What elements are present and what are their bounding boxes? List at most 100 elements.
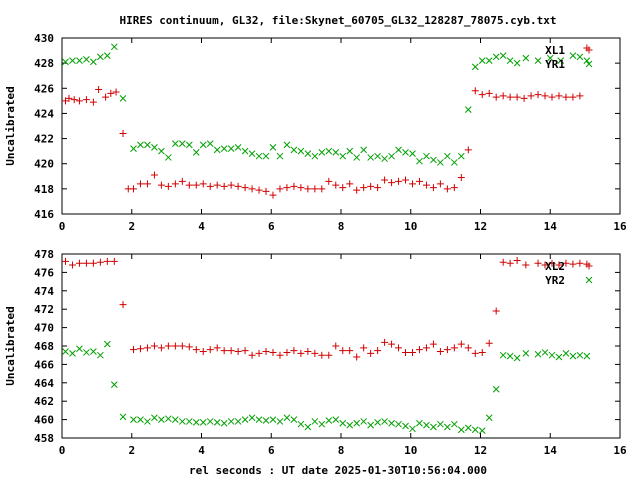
data-point-yr1 <box>381 155 388 163</box>
y-tick-label: 468 <box>34 340 54 353</box>
data-point-yr2 <box>360 418 368 425</box>
data-point-yr1 <box>151 144 158 151</box>
data-point-xl1 <box>534 91 542 99</box>
x-tick-label: 12 <box>474 220 487 233</box>
data-point-yr1 <box>430 156 437 164</box>
data-point-xl1 <box>227 181 235 189</box>
data-point-yr2 <box>119 413 127 421</box>
data-point-xl1 <box>65 94 73 102</box>
data-point-xl2 <box>471 349 479 357</box>
data-point-xl2 <box>499 258 507 266</box>
data-point-yr2 <box>297 420 305 428</box>
data-point-xl2 <box>436 348 444 356</box>
data-point-xl2 <box>143 344 151 352</box>
data-point-yr1 <box>234 144 242 151</box>
legend-label-yr1: YR1 <box>545 58 565 71</box>
data-point-xl2 <box>234 348 242 356</box>
data-point-yr1 <box>506 57 514 64</box>
data-point-xl1 <box>402 176 410 184</box>
data-point-yr1 <box>69 57 76 64</box>
data-point-xl2 <box>297 349 305 357</box>
data-point-xl1 <box>75 97 83 105</box>
data-point-xl1 <box>178 177 186 185</box>
x-tick-label: 16 <box>613 444 627 457</box>
data-point-xl2 <box>82 259 90 267</box>
data-point-xl1 <box>185 181 193 189</box>
data-point-xl2 <box>548 259 556 267</box>
data-point-xl1 <box>143 180 151 188</box>
data-point-xl1 <box>150 171 158 179</box>
data-point-xl1 <box>436 180 444 188</box>
y-tick-label: 466 <box>34 358 54 371</box>
data-point-yr1 <box>206 140 214 147</box>
data-point-xl2 <box>513 256 521 264</box>
data-point-yr1 <box>353 154 361 161</box>
data-point-yr2 <box>464 424 472 432</box>
data-point-yr2 <box>199 419 207 426</box>
data-point-xl1 <box>548 93 556 101</box>
data-point-xl1 <box>112 88 120 96</box>
data-point-xl1 <box>290 182 298 190</box>
data-point-yr1 <box>569 52 577 59</box>
data-point-xl2 <box>157 344 165 352</box>
data-point-xl2 <box>119 301 127 309</box>
x-axis-label: rel seconds : UT date 2025-01-30T10:56:0… <box>189 464 487 477</box>
data-point-yr1 <box>522 54 530 62</box>
data-point-yr1 <box>130 145 137 152</box>
legend-marker-yr1 <box>585 60 593 68</box>
data-point-yr2 <box>318 420 326 428</box>
data-point-yr1 <box>255 152 263 160</box>
data-point-yr1 <box>546 54 554 62</box>
data-point-xl2 <box>569 260 577 268</box>
x-tick-label: 2 <box>128 444 135 457</box>
y-tick-label: 460 <box>34 414 54 427</box>
data-point-yr2 <box>478 427 486 434</box>
data-point-yr1 <box>478 57 486 64</box>
data-point-xl2 <box>110 257 118 265</box>
data-point-yr2 <box>395 420 402 428</box>
data-point-yr2 <box>262 417 270 424</box>
data-point-xl1 <box>255 186 263 194</box>
data-point-yr2 <box>513 354 521 362</box>
data-point-yr2 <box>178 418 186 425</box>
data-point-yr2 <box>437 420 444 428</box>
data-point-yr1 <box>192 149 200 156</box>
data-point-yr1 <box>103 52 111 59</box>
data-point-yr2 <box>569 352 577 360</box>
data-point-yr2 <box>423 421 430 429</box>
data-point-yr1 <box>346 147 354 155</box>
data-point-yr2 <box>171 416 179 423</box>
data-point-xl2 <box>269 348 277 356</box>
x-tick-label: 10 <box>404 444 417 457</box>
data-point-xl1 <box>415 177 423 185</box>
data-point-xl1 <box>119 130 127 138</box>
data-point-xl1 <box>82 96 90 104</box>
data-point-yr2 <box>97 351 104 359</box>
data-point-yr2 <box>62 348 69 355</box>
data-point-yr1 <box>485 57 493 64</box>
data-point-yr1 <box>158 147 165 155</box>
y-tick-label: 428 <box>34 57 54 70</box>
data-point-xl2 <box>290 347 298 355</box>
data-point-xl1 <box>492 93 500 101</box>
data-point-yr1 <box>62 58 69 66</box>
data-point-xl1 <box>297 184 305 192</box>
data-point-yr2 <box>290 416 298 423</box>
data-point-yr1 <box>444 152 451 160</box>
data-point-xl1 <box>395 177 403 185</box>
data-point-xl2 <box>171 342 179 350</box>
data-point-yr2 <box>416 419 423 427</box>
data-point-xl1 <box>381 176 389 184</box>
data-point-xl2 <box>534 259 542 267</box>
data-point-xl1 <box>506 93 514 101</box>
data-point-xl1 <box>346 180 354 188</box>
data-point-xl2 <box>422 344 430 352</box>
data-point-yr1 <box>534 57 542 64</box>
data-point-xl2 <box>248 351 256 359</box>
data-point-yr2 <box>450 420 458 428</box>
data-point-yr2 <box>213 419 221 426</box>
data-point-yr2 <box>367 421 374 429</box>
y-axis-label-2: Uncalibrated <box>4 306 17 385</box>
data-point-yr2 <box>283 414 291 422</box>
data-point-yr2 <box>255 416 263 423</box>
